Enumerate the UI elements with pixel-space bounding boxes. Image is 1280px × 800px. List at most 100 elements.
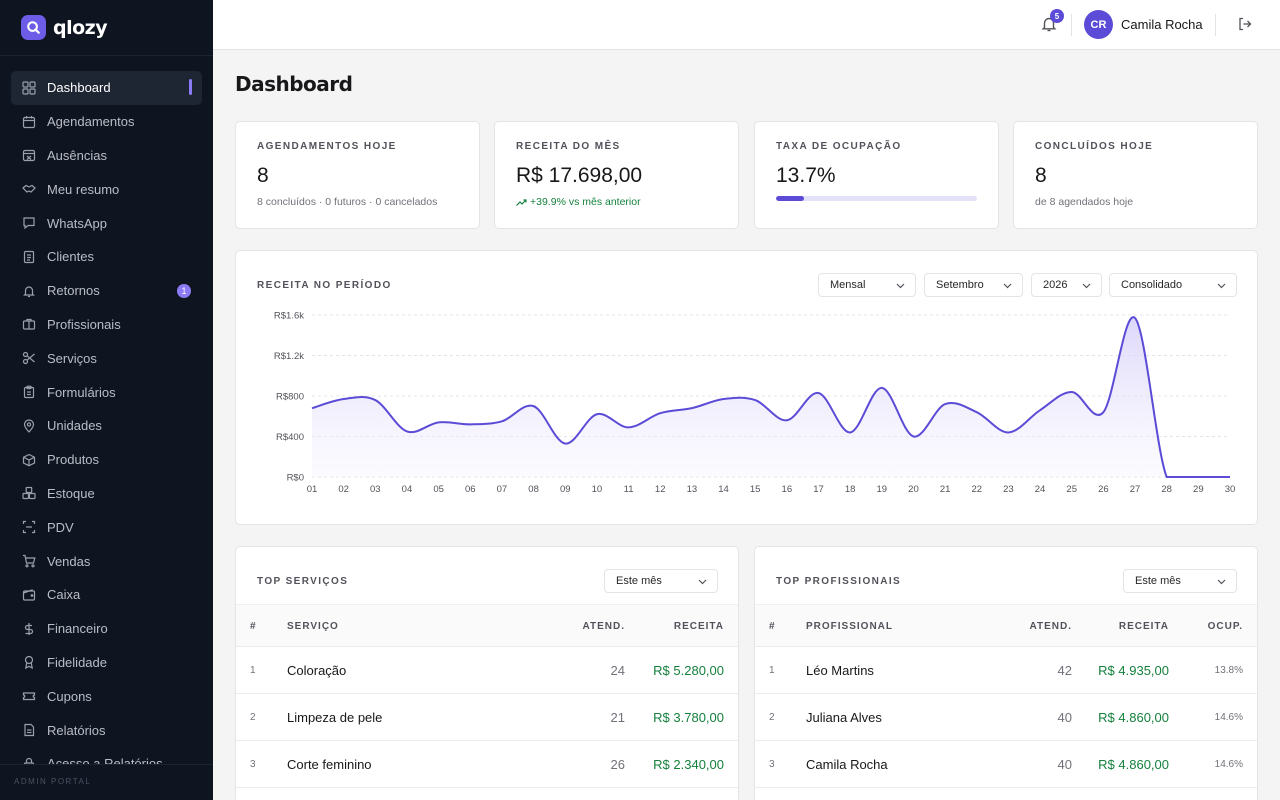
sidebar-item-label: Formulários bbox=[47, 384, 116, 400]
sidebar-item-caixa[interactable]: Caixa bbox=[11, 578, 202, 612]
stat-card-concluidos: CONCLUÍDOS HOJE 8 de 8 agendados hoje bbox=[1013, 121, 1258, 229]
sidebar-item-label: Vendas bbox=[47, 553, 91, 569]
x-tick-label: 14 bbox=[718, 484, 729, 495]
logo[interactable]: qlozy bbox=[0, 0, 213, 56]
chevron-down-icon bbox=[1217, 283, 1226, 289]
service-revenue: R$ 3.780,00 bbox=[653, 710, 724, 725]
services-period-select[interactable]: Este mês bbox=[604, 569, 718, 593]
avatar[interactable]: CR bbox=[1084, 10, 1113, 39]
top-services-title: TOP SERVIÇOS bbox=[257, 576, 349, 587]
bell-ring-icon bbox=[22, 284, 36, 298]
sidebar-item-unidades[interactable]: Unidades bbox=[11, 409, 202, 443]
table-row[interactable]: 3 Corte feminino 26 R$ 2.340,00 bbox=[236, 741, 738, 788]
x-tick-label: 25 bbox=[1066, 484, 1077, 495]
sidebar-item-vendas[interactable]: Vendas bbox=[11, 544, 202, 578]
select-value: Este mês bbox=[616, 575, 662, 587]
y-tick-label: R$400 bbox=[276, 432, 304, 443]
sidebar-item-label: Retornos bbox=[47, 283, 100, 299]
sidebar-item-relatorios[interactable]: Relatórios bbox=[11, 713, 202, 747]
sidebar-item-meu-resumo[interactable]: Meu resumo bbox=[11, 172, 202, 206]
sidebar-item-estoque[interactable]: Estoque bbox=[11, 477, 202, 511]
wallet-icon bbox=[22, 588, 36, 602]
mode-select[interactable]: Consolidado bbox=[1109, 273, 1237, 297]
x-tick-label: 11 bbox=[624, 484, 634, 495]
x-tick-label: 24 bbox=[1035, 484, 1046, 495]
page-title: Dashboard bbox=[235, 72, 353, 96]
sidebar-item-label: Dashboard bbox=[47, 80, 111, 96]
sidebar-item-dashboard[interactable]: Dashboard bbox=[11, 71, 202, 105]
notification-count-badge: 5 bbox=[1050, 9, 1064, 23]
x-tick-label: 27 bbox=[1130, 484, 1141, 495]
service-revenue: R$ 2.340,00 bbox=[653, 757, 724, 772]
sidebar-item-cupons[interactable]: Cupons bbox=[11, 679, 202, 713]
clipboard-icon bbox=[22, 385, 36, 399]
map-pin-icon bbox=[22, 419, 36, 433]
x-tick-label: 18 bbox=[845, 484, 856, 495]
professional-revenue: R$ 4.935,00 bbox=[1098, 663, 1169, 678]
professional-name: Camila Rocha bbox=[806, 757, 888, 772]
stat-sub: de 8 agendados hoje bbox=[1035, 196, 1134, 208]
header-divider bbox=[1215, 14, 1216, 36]
x-tick-label: 12 bbox=[655, 484, 666, 495]
x-tick-label: 02 bbox=[338, 484, 349, 495]
logout-icon[interactable] bbox=[1237, 16, 1253, 32]
table-row[interactable]: 2 Limpeza de pele 21 R$ 3.780,00 bbox=[236, 694, 738, 741]
row-index: 2 bbox=[250, 712, 256, 723]
scan-icon bbox=[22, 520, 36, 534]
sidebar-item-label: Ausências bbox=[47, 147, 107, 163]
grid-icon bbox=[22, 81, 36, 95]
professional-occupancy: 14.6% bbox=[1214, 712, 1243, 723]
calendar-icon bbox=[22, 115, 36, 129]
package-icon bbox=[22, 453, 36, 467]
revenue-section-title: RECEITA NO PERÍODO bbox=[257, 280, 392, 291]
occupancy-progress-fill bbox=[776, 196, 804, 201]
stat-label: AGENDAMENTOS HOJE bbox=[257, 141, 397, 152]
sidebar-item-servicos[interactable]: Serviços bbox=[11, 341, 202, 375]
professional-occupancy: 14.6% bbox=[1214, 759, 1243, 770]
sidebar-item-retornos[interactable]: Retornos 1 bbox=[11, 274, 202, 308]
sidebar-item-ausencias[interactable]: Ausências bbox=[11, 139, 202, 173]
x-tick-label: 05 bbox=[433, 484, 444, 495]
column-header: ATEND. bbox=[582, 621, 625, 632]
stat-value: 13.7% bbox=[776, 164, 836, 187]
table-row[interactable]: 1 Léo Martins 42 R$ 4.935,00 13.8% bbox=[755, 647, 1257, 694]
sidebar-item-pdv[interactable]: PDV bbox=[11, 510, 202, 544]
x-tick-label: 09 bbox=[560, 484, 571, 495]
chevron-down-icon bbox=[1003, 283, 1012, 289]
table-row[interactable]: 2 Juliana Alves 40 R$ 4.860,00 14.6% bbox=[755, 694, 1257, 741]
x-tick-label: 28 bbox=[1161, 484, 1172, 495]
x-tick-label: 22 bbox=[971, 484, 982, 495]
select-value: 2026 bbox=[1043, 279, 1068, 291]
x-tick-label: 26 bbox=[1098, 484, 1109, 495]
month-select[interactable]: Setembro bbox=[924, 273, 1023, 297]
sidebar-item-whatsapp[interactable]: WhatsApp bbox=[11, 206, 202, 240]
x-tick-label: 04 bbox=[402, 484, 413, 495]
table-row[interactable]: 1 Coloração 24 R$ 5.280,00 bbox=[236, 647, 738, 694]
sidebar-item-fidelidade[interactable]: Fidelidade bbox=[11, 646, 202, 680]
sidebar-item-financeiro[interactable]: Financeiro bbox=[11, 612, 202, 646]
year-select[interactable]: 2026 bbox=[1031, 273, 1102, 297]
top-professionals-card: TOP PROFISSIONAIS Este mês # PROFISSIONA… bbox=[754, 546, 1258, 800]
sidebar-item-agendamentos[interactable]: Agendamentos bbox=[11, 105, 202, 139]
period-select[interactable]: Mensal bbox=[818, 273, 916, 297]
sidebar-item-clientes[interactable]: Clientes bbox=[11, 240, 202, 274]
row-index: 1 bbox=[250, 665, 256, 676]
sidebar-item-formularios[interactable]: Formulários bbox=[11, 375, 202, 409]
revenue-series-line bbox=[311, 316, 1230, 478]
user-name[interactable]: Camila Rocha bbox=[1121, 17, 1203, 32]
sidebar-item-label: Relatórios bbox=[47, 722, 106, 738]
top-services-table: # SERVIÇO ATEND. RECEITA 1 Coloração 24 … bbox=[236, 604, 738, 788]
row-index: 1 bbox=[769, 665, 775, 676]
sidebar-item-profissionais[interactable]: Profissionais bbox=[11, 308, 202, 342]
sidebar-item-produtos[interactable]: Produtos bbox=[11, 443, 202, 477]
report-icon bbox=[22, 723, 36, 737]
professional-revenue: R$ 4.860,00 bbox=[1098, 757, 1169, 772]
stat-label: RECEITA DO MÊS bbox=[516, 141, 621, 152]
service-name: Coloração bbox=[287, 663, 347, 678]
app-name: qlozy bbox=[53, 16, 108, 39]
table-header: # SERVIÇO ATEND. RECEITA bbox=[236, 604, 738, 647]
contacts-icon bbox=[22, 250, 36, 264]
professionals-period-select[interactable]: Este mês bbox=[1123, 569, 1237, 593]
table-row[interactable]: 3 Camila Rocha 40 R$ 4.860,00 14.6% bbox=[755, 741, 1257, 788]
column-header: SERVIÇO bbox=[287, 621, 339, 632]
